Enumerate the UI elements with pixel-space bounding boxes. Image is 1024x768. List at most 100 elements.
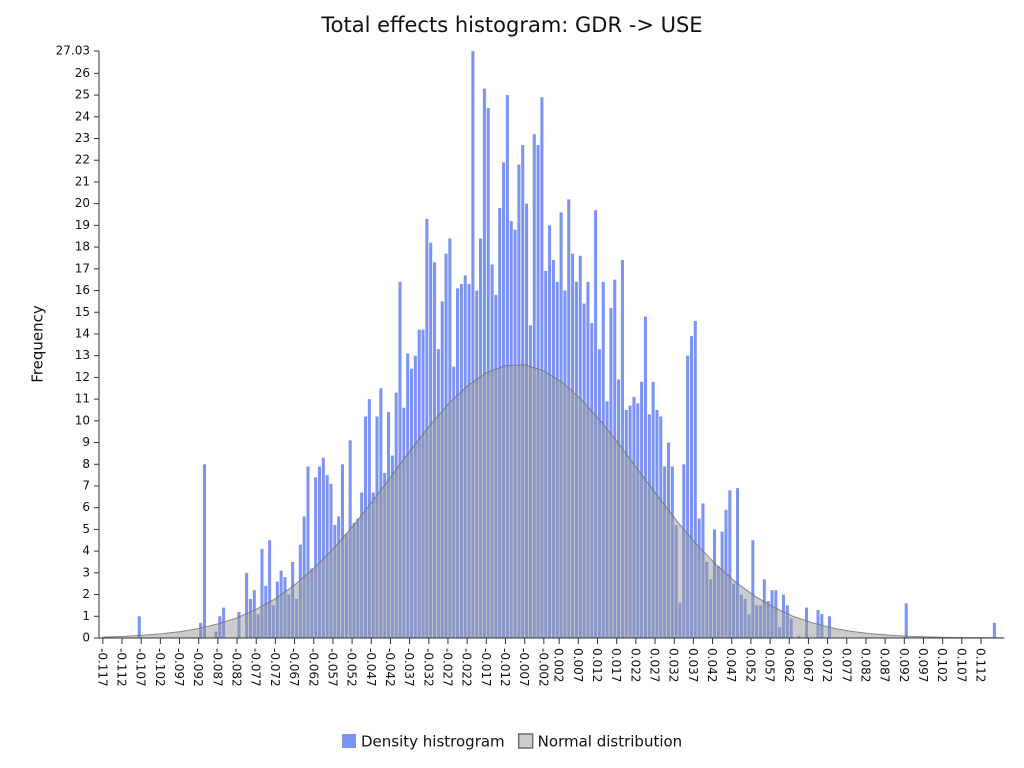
histogram-bar xyxy=(992,622,996,638)
legend-swatch xyxy=(517,733,534,749)
normal-area xyxy=(102,364,1005,639)
y-axis-title: Frequency xyxy=(29,305,47,383)
histogram-bar xyxy=(245,572,249,638)
histogram-bar xyxy=(686,355,690,638)
x-tick-label: -0.072 xyxy=(268,648,282,687)
y-tick-label: 6 xyxy=(82,500,90,514)
y-tick-label: 5 xyxy=(82,522,90,536)
x-tick-label: -0.007 xyxy=(517,648,531,687)
y-tick-label: 18 xyxy=(75,240,90,254)
x-tick-label: 0.112 xyxy=(973,648,987,682)
y-tick-label: 20 xyxy=(75,196,90,210)
x-tick-label: 0.032 xyxy=(667,648,681,682)
histogram-bar xyxy=(735,488,740,638)
x-tick-label: -0.092 xyxy=(191,648,205,687)
x-tick-label: 0.062 xyxy=(782,648,796,682)
y-tick-label: 1 xyxy=(82,609,90,623)
histogram-bar xyxy=(321,457,325,638)
histogram-bar xyxy=(398,281,402,638)
x-tick-label: 0.072 xyxy=(820,648,834,682)
x-tick-label: 0.037 xyxy=(686,648,700,682)
x-tick-label: -0.047 xyxy=(364,648,378,687)
x-tick-label: 0.102 xyxy=(935,648,949,682)
x-tick-label: -0.097 xyxy=(172,648,186,687)
x-tick-label: 0.007 xyxy=(571,648,585,682)
x-tick-label: 0.107 xyxy=(954,648,968,682)
histogram-bar xyxy=(137,616,141,638)
legend: Density histrogram Normal distribution xyxy=(342,733,682,751)
x-tick-label: -0.117 xyxy=(95,648,109,687)
x-tick-label: 0.082 xyxy=(858,648,872,682)
histogram-bar xyxy=(202,464,206,638)
x-tick-label: -0.062 xyxy=(306,648,320,687)
area-layer xyxy=(102,364,1005,639)
x-tick-label: -0.112 xyxy=(115,648,129,687)
x-tick-label: 0.077 xyxy=(839,648,853,682)
y-tick-label: 7 xyxy=(82,478,90,492)
x-tick-label: -0.077 xyxy=(249,648,263,687)
x-tick-label: 0.067 xyxy=(801,648,815,682)
x-tick-label: 0.087 xyxy=(878,648,892,682)
histogram-bar xyxy=(260,548,264,638)
x-tick-label: 0.042 xyxy=(705,648,719,682)
y-tick-label: 12 xyxy=(75,370,90,384)
legend-label: Normal distribution xyxy=(538,733,683,751)
x-tick-label: -0.057 xyxy=(325,648,339,687)
x-tick-label: -0.032 xyxy=(421,648,435,687)
x-tick-label: 0.052 xyxy=(743,648,757,682)
x-tick-label: -0.037 xyxy=(402,648,416,687)
x-tick-label: -0.042 xyxy=(383,648,397,687)
histogram-bar xyxy=(268,540,272,638)
x-tick-label: -0.102 xyxy=(153,648,167,687)
x-tick-label: 0.057 xyxy=(763,648,777,682)
y-tick-label: 3 xyxy=(82,565,90,579)
x-tick-label: 0.027 xyxy=(648,648,662,682)
x-tick-label: -0.082 xyxy=(230,648,244,687)
x-tick-label: -0.087 xyxy=(210,648,224,687)
y-tick-label: 26 xyxy=(75,66,90,80)
y-tick-label: 11 xyxy=(75,392,90,406)
x-tick-label: -0.027 xyxy=(440,648,454,687)
x-tick-label: 0.017 xyxy=(609,648,623,682)
histogram-bar xyxy=(643,316,647,638)
histogram-bar xyxy=(904,603,908,638)
histogram-bar xyxy=(317,466,322,638)
histogram-bar xyxy=(471,51,475,638)
x-tick-label: 0.092 xyxy=(897,648,911,682)
y-tick-label: 9 xyxy=(82,435,90,449)
histogram-bar xyxy=(314,477,318,638)
chart-title: Total effects histogram: GDR -> USE xyxy=(320,13,702,37)
y-tick-label: 2 xyxy=(82,587,90,601)
x-tick-label: 0.022 xyxy=(628,648,642,682)
y-tick-label: 24 xyxy=(75,109,90,123)
y-tick-label: 10 xyxy=(75,413,90,427)
legend-label: Density histrogram xyxy=(361,733,505,751)
x-tick-label: -0.012 xyxy=(498,648,512,687)
y-tick-label: 22 xyxy=(75,153,90,167)
y-tick-label: 13 xyxy=(75,348,90,362)
legend-swatch xyxy=(342,734,356,748)
histogram-bar xyxy=(482,88,486,638)
y-tick-label: 16 xyxy=(75,283,90,297)
y-tick-label: 15 xyxy=(75,305,90,319)
y-tick-label: 0 xyxy=(82,631,90,645)
x-tick-label: 0.047 xyxy=(724,648,738,682)
histogram-bar xyxy=(751,540,755,638)
y-tick-label: 17 xyxy=(75,261,90,275)
y-tick-label: 19 xyxy=(75,218,90,232)
histogram-bar xyxy=(693,320,697,638)
y-tick-label: 8 xyxy=(82,457,90,471)
histogram-bar xyxy=(689,336,693,638)
histogram-bar xyxy=(306,466,310,638)
y-tick-label: 23 xyxy=(75,131,90,145)
axes-layer: 0123456789101112131415161718192021222324… xyxy=(56,44,1004,687)
histogram-bar xyxy=(540,97,544,639)
x-tick-label: -0.002 xyxy=(536,648,550,687)
x-tick-label: -0.052 xyxy=(345,648,359,687)
x-tick-label: -0.022 xyxy=(460,648,474,687)
x-tick-label: 0.012 xyxy=(590,648,604,682)
x-tick-label: 0.002 xyxy=(552,648,566,682)
y-tick-label: 21 xyxy=(75,174,90,188)
